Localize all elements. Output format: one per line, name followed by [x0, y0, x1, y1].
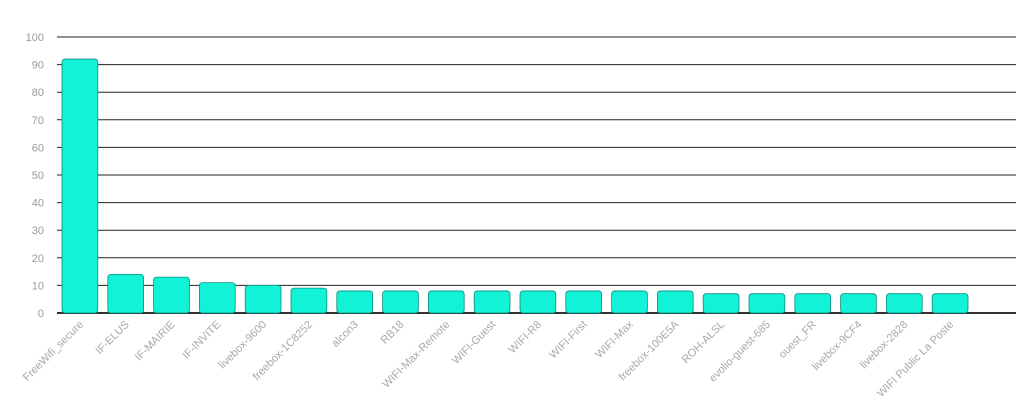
bar: [427, 290, 465, 314]
bar: [61, 58, 99, 314]
x-tick-label: ROH-ALSL: [680, 319, 727, 366]
y-tick-label: 70: [32, 115, 44, 127]
bar: [107, 273, 145, 314]
y-tick-label: 50: [32, 170, 44, 182]
x-tick-label: WIFI-Max: [593, 318, 636, 361]
bar: [748, 293, 786, 314]
bar: [153, 276, 190, 314]
bar: [702, 293, 740, 314]
y-tick-label: 0: [38, 308, 44, 320]
bar: [565, 290, 602, 314]
bar: [657, 290, 694, 314]
bar: [886, 293, 923, 314]
y-tick-label: 40: [32, 198, 44, 210]
bar: [931, 293, 969, 314]
bar: [290, 287, 328, 314]
y-tick-label: 80: [32, 87, 44, 99]
x-tick-label: alcon3: [329, 319, 360, 350]
x-tick-label: IF-MAIRIE: [133, 319, 178, 364]
bar: [198, 282, 236, 314]
x-tick-label: RB18: [379, 319, 407, 347]
y-tick-label: 20: [32, 253, 44, 265]
bar: [244, 284, 282, 314]
x-tick-label: WIFI-Guest: [450, 319, 498, 367]
y-tick-label: 30: [32, 225, 44, 237]
y-tick-label: 10: [32, 280, 44, 292]
bar: [519, 290, 557, 314]
bar: [382, 290, 419, 314]
x-tick-label: WIFI Public La Poste: [875, 319, 956, 400]
bar: [840, 293, 877, 314]
bars: [61, 58, 969, 314]
x-tick-label: WIFI-R8: [507, 319, 544, 356]
bar: [336, 290, 373, 314]
x-tick-label: IF-INVITE: [180, 319, 223, 362]
x-tick-label: FreeWifi_secure: [21, 319, 86, 384]
bar: [794, 293, 831, 314]
bar: [473, 290, 511, 314]
gridlines: [57, 36, 1016, 314]
x-axis-labels: FreeWifi_secure IF-ELUS IF-MAIRIE IF-INVITE…: [21, 318, 956, 400]
x-tick-label: WIFI-First: [547, 319, 590, 362]
x-tick-label: ouest_FR: [777, 319, 819, 361]
y-tick-label: 60: [32, 142, 44, 154]
x-tick-label: IF-ELUS: [94, 319, 132, 357]
y-tick-label: 90: [32, 60, 44, 72]
bar: [611, 290, 648, 314]
y-axis-ticks: 0 10 20 30 40 50 60 70 80 90 100: [26, 32, 44, 320]
y-tick-label: 100: [26, 32, 44, 44]
